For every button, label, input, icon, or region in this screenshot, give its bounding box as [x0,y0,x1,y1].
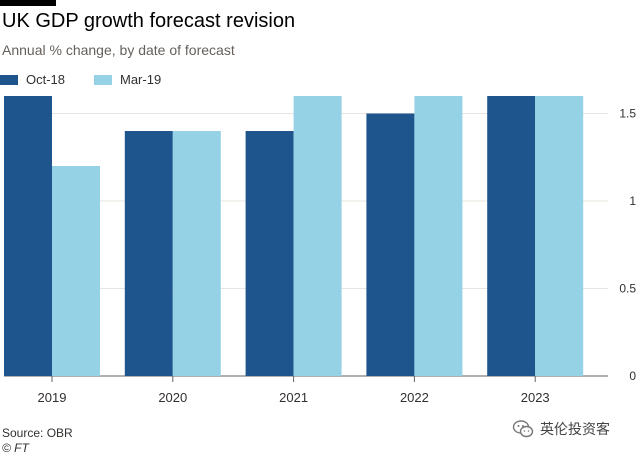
x-tick-label: 2021 [279,390,308,405]
x-tick-label: 2019 [38,390,67,405]
bar-oct-18-2022 [366,113,415,376]
watermark: 英伦投资客 [512,418,610,440]
watermark-text: 英伦投资客 [540,421,610,437]
bar-oct-18-2020 [124,131,173,376]
bar-mar-19-2021 [293,96,342,376]
bar-mar-19-2023 [535,96,584,376]
chart-subtitle: Annual % change, by date of forecast [2,42,235,58]
legend-swatch-oct-18 [0,74,18,85]
legend-label-mar-19: Mar-19 [120,72,162,87]
axes: 0 0.5 1 1.5 2019 2020 2021 2022 2023 [38,107,637,406]
bar-mar-19-2020 [172,131,221,376]
legend-item-mar-19: Mar-19 [94,72,161,87]
wechat-icon [512,420,534,438]
bar-oct-18-2021 [245,131,294,376]
legend-swatch-mar-19 [94,74,112,85]
bar-oct-18-2023 [487,96,536,376]
bar-mar-19-2022 [414,96,463,376]
header-rule [0,0,56,6]
bar-series [4,96,584,376]
chart-credit: © FT [2,441,29,455]
y-tick-label: 1.5 [619,107,636,121]
x-tick-label: 2022 [400,390,429,405]
legend-label-oct-18: Oct-18 [26,72,66,87]
x-tick-label: 2023 [521,390,550,405]
bar-mar-19-2019 [52,166,100,376]
bar-oct-18-2019 [4,96,52,376]
x-tick-label: 2020 [158,390,187,405]
y-tick-label: 1 [629,194,636,208]
chart-title: UK GDP growth forecast revision [2,10,296,32]
y-tick-label: 0.5 [619,282,636,296]
y-tick-label: 0 [629,369,636,383]
legend-item-oct-18: Oct-18 [0,72,65,87]
chart-source: Source: OBR [2,426,73,440]
